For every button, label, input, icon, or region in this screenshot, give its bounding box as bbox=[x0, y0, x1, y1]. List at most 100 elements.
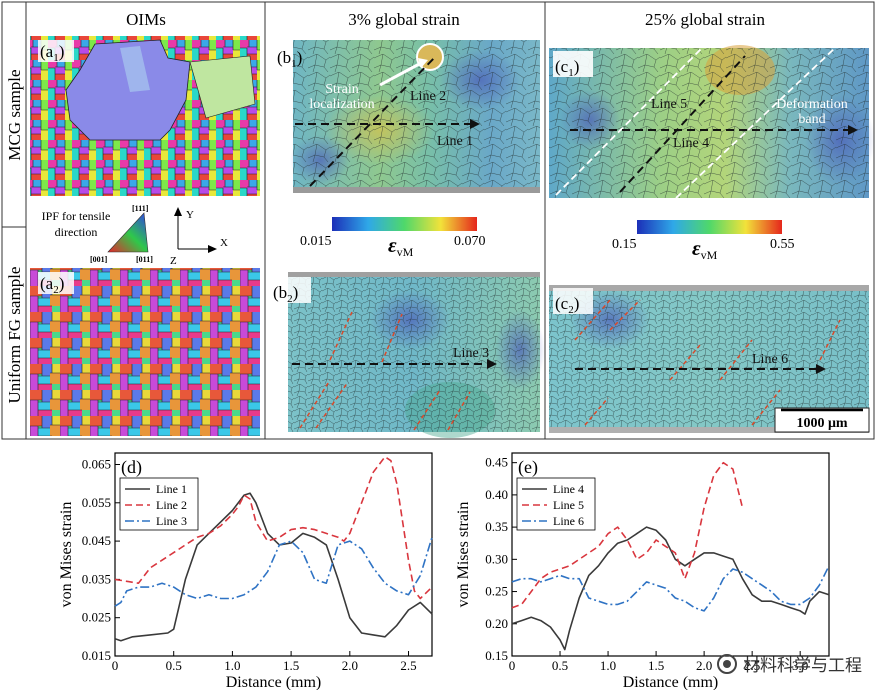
slip-traces-b2 bbox=[299, 311, 471, 431]
line1-label: Line 1 bbox=[437, 134, 473, 149]
panel-b1: (b1) Strain localization Line 2 Line 1 bbox=[268, 34, 542, 196]
c1-label: (c1) bbox=[555, 57, 579, 79]
line6-label: Line 6 bbox=[752, 352, 788, 367]
wechat-logo-icon bbox=[717, 653, 737, 674]
x-tick-label: 2.5 bbox=[744, 658, 760, 673]
x-tick-label: 0 bbox=[509, 658, 516, 673]
chart-d: (d) 0 0.5 1.0 1.5 2.0 2.5 0.015 0.025 0.035 0.045 0… bbox=[58, 452, 433, 690]
axis-x-head bbox=[208, 245, 217, 253]
col2-title: 3% global strain bbox=[348, 10, 460, 29]
legend-label: Line 5 bbox=[553, 498, 584, 512]
panel-b2: (b2) Line 3 bbox=[271, 272, 545, 438]
axis-y-head bbox=[174, 207, 182, 216]
deformation-label-2: band bbox=[798, 112, 825, 127]
watermark-text: 材料科学与工程 bbox=[743, 656, 862, 675]
x-tick-label: 1.5 bbox=[283, 658, 299, 673]
localization-arrow bbox=[379, 60, 424, 87]
x-tick-label: 0.5 bbox=[552, 658, 568, 673]
b1-label: (b1) bbox=[277, 48, 302, 70]
x-tick-label: 1.0 bbox=[224, 658, 240, 673]
y-axis-title: von Mises strain bbox=[58, 502, 75, 608]
slip-traces-c2 bbox=[574, 299, 841, 426]
c2-label: (c2) bbox=[555, 294, 579, 316]
coarse-grain-a1 bbox=[65, 39, 191, 141]
watermark: 材料科学与工程 bbox=[717, 651, 862, 676]
cb2-min: 0.15 bbox=[612, 237, 637, 252]
row1-label: MCG sample bbox=[5, 69, 24, 160]
colorbar-2: 0.15 0.55 εvM bbox=[612, 220, 795, 262]
cb1-max: 0.070 bbox=[454, 234, 486, 249]
deformation-band-lines bbox=[555, 47, 836, 199]
ipf-triangle bbox=[107, 212, 149, 253]
colorbar-1-gradient bbox=[332, 217, 477, 231]
x-tick-label: 2.5 bbox=[400, 658, 416, 673]
y-tick-label: 0.065 bbox=[82, 456, 111, 471]
ipf-title-1: IPF for tensile bbox=[42, 209, 111, 223]
x-tick-label: 1.0 bbox=[600, 658, 616, 673]
y-axis-title: von Mises strain bbox=[455, 502, 472, 608]
x-tick-label: 2.0 bbox=[696, 658, 712, 673]
col3-title: 25% global strain bbox=[645, 10, 765, 29]
y-tick-label: 0.025 bbox=[82, 610, 111, 625]
ipf-111: [111] bbox=[132, 204, 149, 213]
legend-label: Line 1 bbox=[156, 482, 187, 496]
a2-label: (a2) bbox=[40, 274, 64, 296]
panel-c2: (c2) Line 6 1000 μm bbox=[549, 285, 870, 433]
colorbar-2-gradient bbox=[637, 220, 782, 234]
line4-label: Line 4 bbox=[673, 136, 709, 151]
x-axis-title: Distance (mm) bbox=[623, 674, 719, 690]
cb1-symbol: εvM bbox=[388, 233, 414, 259]
axis-x-label: X bbox=[220, 237, 228, 249]
line2-label: Line 2 bbox=[410, 89, 446, 104]
y-tick-label: 0.045 bbox=[82, 533, 111, 548]
scale-bar-box bbox=[774, 407, 870, 433]
legend-label: Line 2 bbox=[156, 498, 187, 512]
series-line-line-6 bbox=[511, 565, 830, 612]
ipf-011: [011] bbox=[136, 255, 153, 264]
y-tick-label: 0.015 bbox=[82, 648, 111, 663]
y-tick-label: 0.35 bbox=[485, 519, 508, 534]
series-line-line-4 bbox=[511, 526, 830, 651]
panel-label: (d) bbox=[121, 457, 142, 478]
x-axis-title: Distance (mm) bbox=[226, 674, 322, 690]
ipf-legend: IPF for tensile direction [111] [001] [0… bbox=[42, 204, 228, 267]
legend-label: Line 4 bbox=[553, 482, 584, 496]
axis-z-label: Z bbox=[170, 255, 177, 267]
col1-title: OIMs bbox=[126, 10, 166, 29]
strain-loc-2: localization bbox=[309, 97, 374, 112]
chart-e: (e) 0 0.5 1.0 1.5 2.0 2.5 3.0 0.15 0.20 0.25 0.30 0.… bbox=[455, 452, 830, 690]
deformation-label-1: Deformation bbox=[776, 97, 848, 112]
row2-label: Uniform FG sample bbox=[5, 267, 24, 404]
x-tick-label: 3.0 bbox=[792, 658, 808, 673]
line2-marker bbox=[309, 55, 437, 187]
y-tick-label: 0.30 bbox=[485, 551, 508, 566]
oim-map-a2 bbox=[30, 268, 260, 436]
y-tick-label: 0.15 bbox=[485, 648, 508, 663]
cb2-symbol: εvM bbox=[692, 236, 718, 262]
series-line-line-1 bbox=[114, 492, 433, 642]
x-tick-label: 1.5 bbox=[648, 658, 664, 673]
scale-bar-label: 1000 μm bbox=[796, 416, 847, 431]
ipf-title-2: direction bbox=[55, 225, 98, 239]
line5-label: Line 5 bbox=[651, 97, 687, 112]
panel-label: (e) bbox=[518, 457, 538, 478]
y-tick-label: 0.055 bbox=[82, 495, 111, 510]
y-tick-label: 0.20 bbox=[485, 616, 508, 631]
y-tick-label: 0.25 bbox=[485, 584, 508, 599]
panel-a1: (a1) bbox=[30, 36, 260, 196]
series-line-line-2 bbox=[114, 455, 433, 600]
panel-a2: (a2) bbox=[30, 268, 260, 436]
cb1-min: 0.015 bbox=[300, 234, 332, 249]
y-tick-label: 0.035 bbox=[82, 571, 111, 586]
line5-marker bbox=[619, 55, 746, 193]
panel-c1: (c1) Line 5 Line 4 Deformation band bbox=[549, 45, 875, 199]
line3-label: Line 3 bbox=[453, 346, 489, 361]
strain-loc-1: Strain bbox=[325, 82, 358, 97]
b2-label: (b2) bbox=[273, 283, 298, 305]
coarse-grain-highlight bbox=[120, 46, 150, 92]
ipf-001: [001] bbox=[90, 255, 108, 264]
colorbar-1: 0.015 0.070 εvM bbox=[300, 217, 486, 259]
axis-y-label: Y bbox=[186, 209, 194, 221]
legend-label: Line 6 bbox=[553, 514, 584, 528]
